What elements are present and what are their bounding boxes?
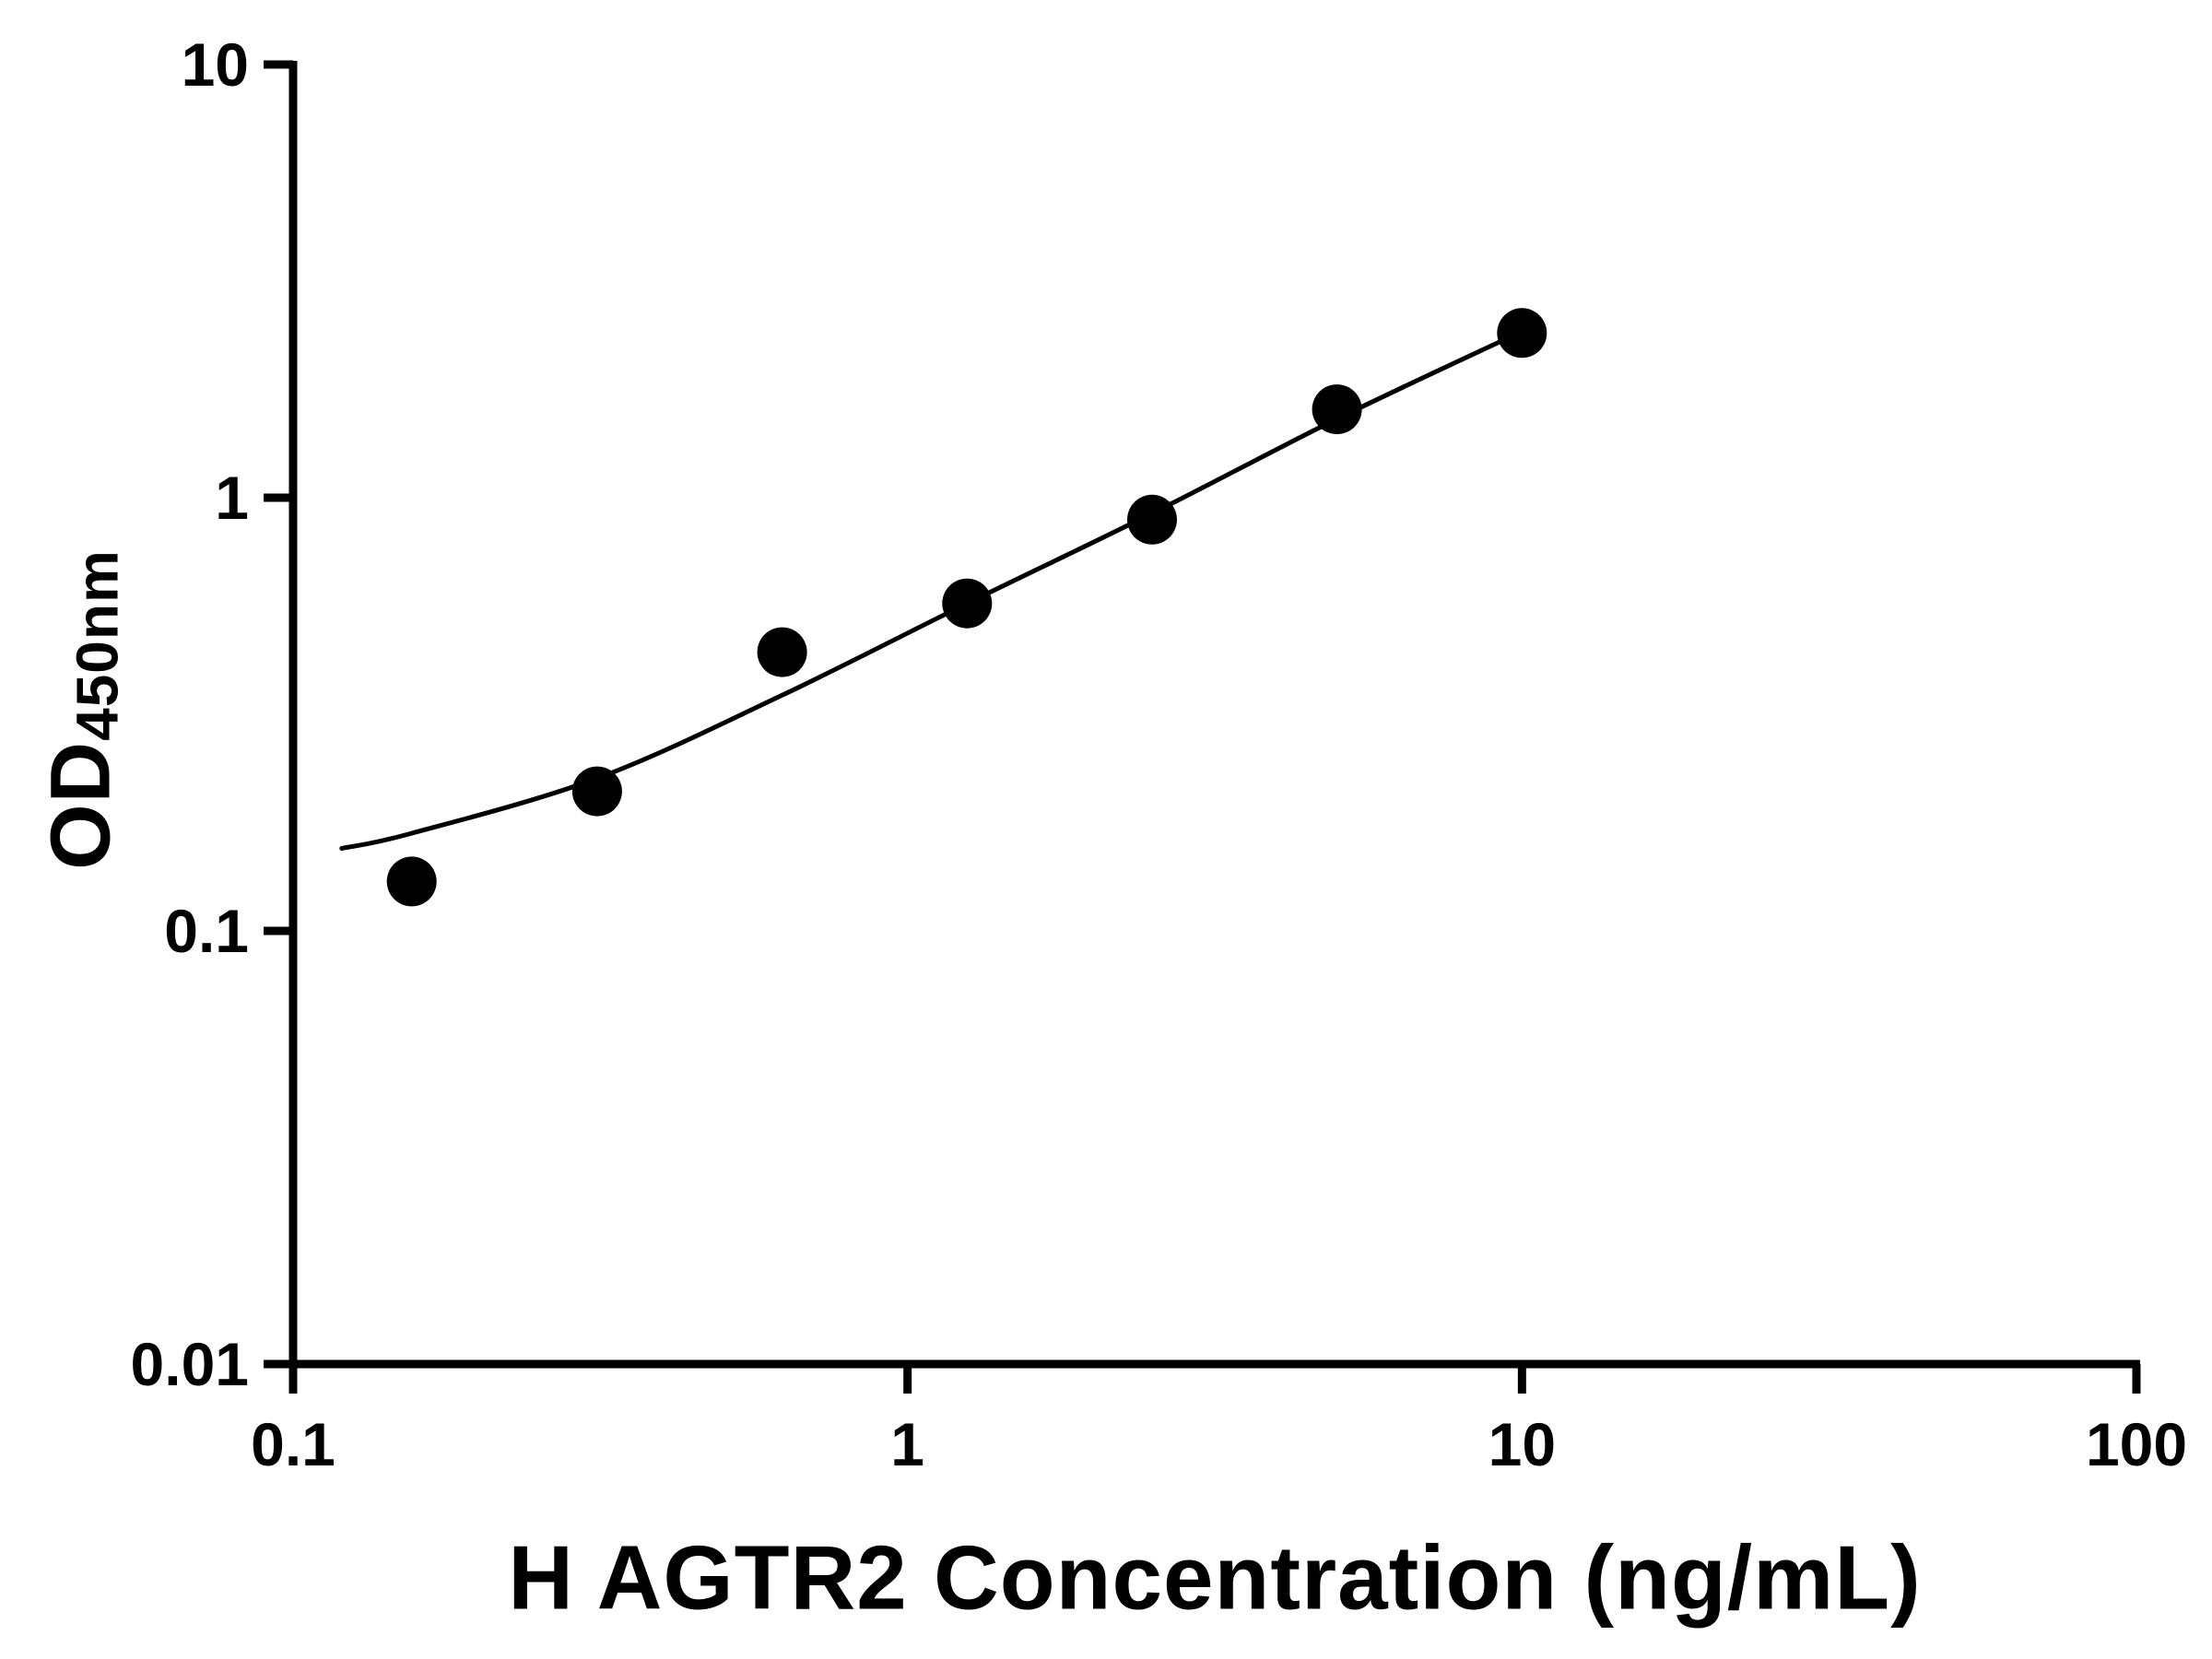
x-axis-tick-label: 100 — [2086, 1410, 2187, 1478]
y-axis-tick-label: 0.01 — [131, 1330, 249, 1398]
x-axis-title: H AGTR2 Concentration (ng/mL) — [508, 1526, 1922, 1629]
axis-spines — [288, 61, 2140, 1369]
y-axis-title-subscript: 450nm — [64, 549, 131, 741]
y-axis-tick-label: 1 — [215, 464, 249, 532]
x-axis-tick-label: 10 — [1488, 1410, 1556, 1478]
data-point — [571, 766, 622, 817]
y-axis-tick-label: 0.1 — [164, 897, 249, 965]
data-point — [942, 578, 993, 629]
data-point — [1127, 494, 1177, 545]
y-axis-tick-label: 10 — [182, 30, 249, 99]
data-point — [386, 856, 437, 907]
y-axis-title: OD450nm — [33, 549, 131, 870]
x-axis-tick-label: 0.1 — [251, 1410, 335, 1478]
data-point — [1497, 308, 1547, 359]
x-axis-tick-label: 1 — [890, 1410, 924, 1478]
y-axis-title-main: OD — [33, 740, 128, 870]
data-point — [757, 627, 807, 677]
data-point — [1312, 384, 1362, 435]
